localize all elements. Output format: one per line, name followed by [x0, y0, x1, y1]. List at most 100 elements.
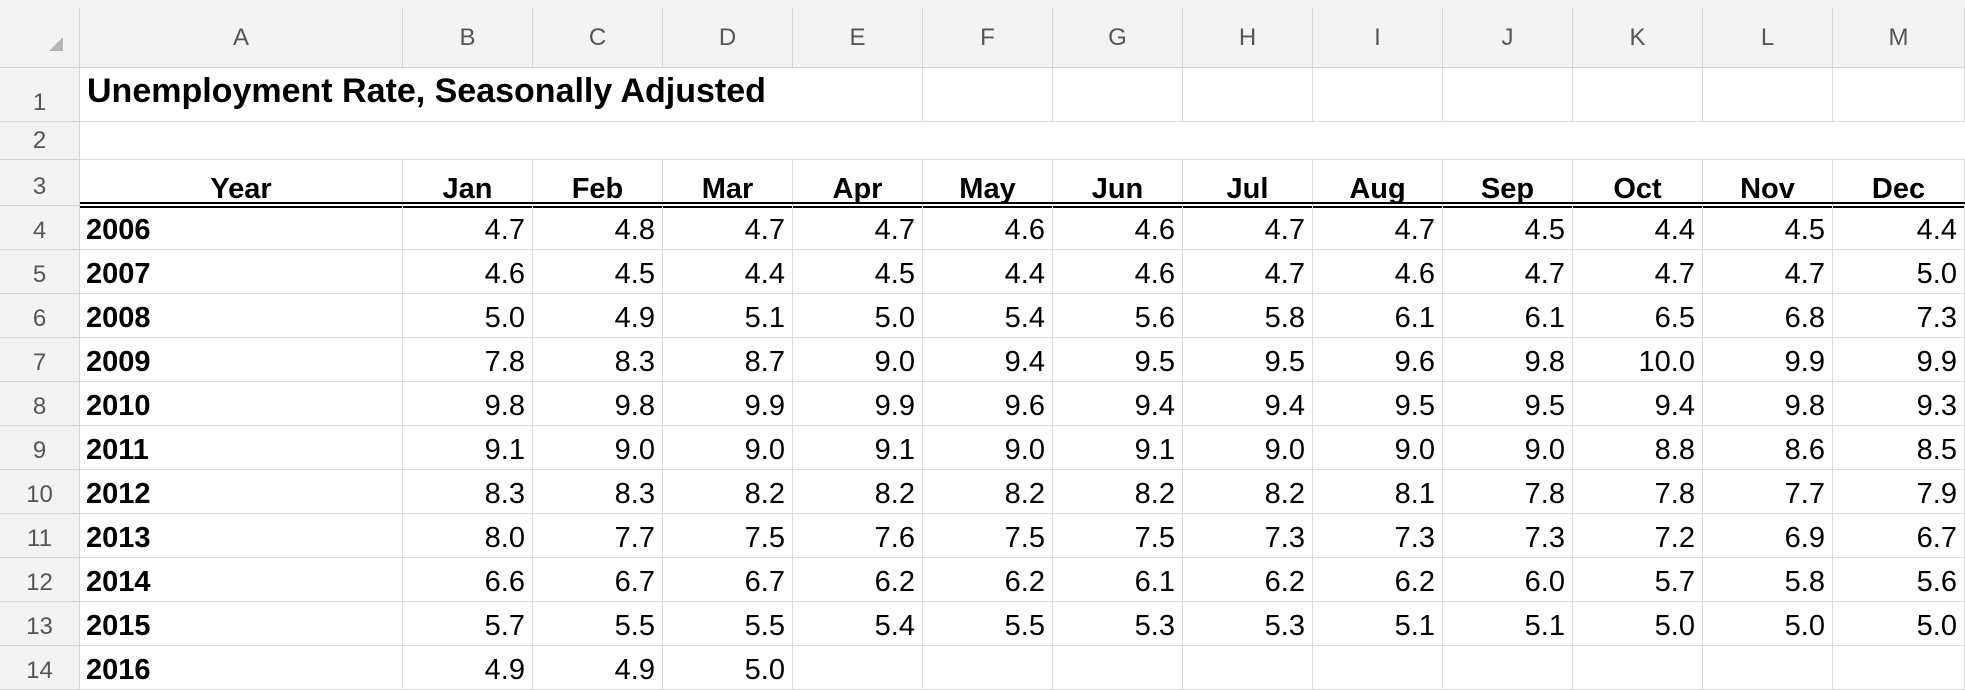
value-cell[interactable]: 8.2 — [663, 470, 793, 514]
value-cell[interactable]: 6.7 — [533, 558, 663, 602]
value-cell[interactable]: 8.3 — [533, 470, 663, 514]
value-cell[interactable] — [1053, 646, 1183, 690]
row-header-13[interactable]: 13 — [0, 602, 80, 646]
column-header-h[interactable]: H — [1183, 8, 1313, 68]
value-cell[interactable]: 6.0 — [1443, 558, 1573, 602]
value-cell[interactable]: 8.8 — [1573, 426, 1703, 470]
value-cell[interactable]: 5.1 — [1443, 602, 1573, 646]
value-cell[interactable]: 5.1 — [663, 294, 793, 338]
value-cell[interactable]: 5.1 — [1313, 602, 1443, 646]
value-cell[interactable]: 4.7 — [1443, 250, 1573, 294]
value-cell[interactable]: 5.6 — [1053, 294, 1183, 338]
row-header-10[interactable]: 10 — [0, 470, 80, 514]
value-cell[interactable]: 6.1 — [1443, 294, 1573, 338]
value-cell[interactable]: 5.3 — [1183, 602, 1313, 646]
year-cell[interactable]: 2013 — [80, 514, 403, 558]
value-cell[interactable]: 7.6 — [793, 514, 923, 558]
value-cell[interactable]: 4.7 — [1703, 250, 1833, 294]
value-cell[interactable]: 9.1 — [793, 426, 923, 470]
value-cell[interactable]: 4.6 — [1313, 250, 1443, 294]
column-header-c[interactable]: C — [533, 8, 663, 68]
header-month-aug[interactable]: Aug — [1313, 160, 1443, 206]
value-cell[interactable]: 9.9 — [663, 382, 793, 426]
value-cell[interactable]: 9.0 — [1443, 426, 1573, 470]
cell[interactable] — [793, 122, 923, 160]
value-cell[interactable]: 8.2 — [1183, 470, 1313, 514]
value-cell[interactable]: 5.0 — [663, 646, 793, 690]
header-month-apr[interactable]: Apr — [793, 160, 923, 206]
value-cell[interactable]: 8.7 — [663, 338, 793, 382]
value-cell[interactable]: 4.7 — [1183, 206, 1313, 250]
value-cell[interactable]: 7.3 — [1833, 294, 1965, 338]
value-cell[interactable]: 4.7 — [1573, 250, 1703, 294]
value-cell[interactable]: 5.5 — [663, 602, 793, 646]
value-cell[interactable]: 9.8 — [1443, 338, 1573, 382]
value-cell[interactable]: 4.4 — [1833, 206, 1965, 250]
value-cell[interactable]: 4.9 — [533, 294, 663, 338]
value-cell[interactable]: 4.5 — [533, 250, 663, 294]
value-cell[interactable]: 7.3 — [1443, 514, 1573, 558]
cell[interactable] — [1833, 122, 1965, 160]
header-year[interactable]: Year — [80, 160, 403, 206]
value-cell[interactable]: 6.7 — [1833, 514, 1965, 558]
value-cell[interactable]: 4.7 — [663, 206, 793, 250]
value-cell[interactable]: 6.9 — [1703, 514, 1833, 558]
header-month-mar[interactable]: Mar — [663, 160, 793, 206]
value-cell[interactable]: 4.5 — [1443, 206, 1573, 250]
cell[interactable] — [80, 68, 403, 122]
value-cell[interactable]: 7.8 — [1443, 470, 1573, 514]
column-header-l[interactable]: L — [1703, 8, 1833, 68]
value-cell[interactable] — [1183, 646, 1313, 690]
value-cell[interactable]: 5.4 — [793, 602, 923, 646]
value-cell[interactable]: 5.0 — [1833, 602, 1965, 646]
value-cell[interactable]: 4.7 — [793, 206, 923, 250]
value-cell[interactable] — [1443, 646, 1573, 690]
value-cell[interactable]: 7.7 — [1703, 470, 1833, 514]
value-cell[interactable]: 8.0 — [403, 514, 533, 558]
value-cell[interactable]: 7.9 — [1833, 470, 1965, 514]
header-month-feb[interactable]: Feb — [533, 160, 663, 206]
year-cell[interactable]: 2011 — [80, 426, 403, 470]
value-cell[interactable]: 7.5 — [923, 514, 1053, 558]
cell[interactable] — [1703, 68, 1833, 122]
row-header-6[interactable]: 6 — [0, 294, 80, 338]
header-month-jul[interactable]: Jul — [1183, 160, 1313, 206]
value-cell[interactable]: 6.1 — [1313, 294, 1443, 338]
value-cell[interactable]: 6.5 — [1573, 294, 1703, 338]
value-cell[interactable]: 4.5 — [1703, 206, 1833, 250]
value-cell[interactable]: 10.0 — [1573, 338, 1703, 382]
column-header-b[interactable]: B — [403, 8, 533, 68]
value-cell[interactable]: 4.9 — [403, 646, 533, 690]
year-cell[interactable]: 2007 — [80, 250, 403, 294]
cell[interactable] — [663, 68, 793, 122]
value-cell[interactable]: 7.5 — [1053, 514, 1183, 558]
cell[interactable] — [1053, 68, 1183, 122]
value-cell[interactable]: 5.6 — [1833, 558, 1965, 602]
header-month-may[interactable]: May — [923, 160, 1053, 206]
value-cell[interactable]: 9.5 — [1053, 338, 1183, 382]
header-month-nov[interactable]: Nov — [1703, 160, 1833, 206]
value-cell[interactable]: 4.4 — [663, 250, 793, 294]
value-cell[interactable]: 6.6 — [403, 558, 533, 602]
cell[interactable] — [403, 68, 533, 122]
value-cell[interactable]: 5.7 — [1573, 558, 1703, 602]
header-month-jan[interactable]: Jan — [403, 160, 533, 206]
column-header-g[interactable]: G — [1053, 8, 1183, 68]
value-cell[interactable]: 9.8 — [1703, 382, 1833, 426]
value-cell[interactable]: 9.8 — [533, 382, 663, 426]
value-cell[interactable]: 5.7 — [403, 602, 533, 646]
value-cell[interactable]: 7.3 — [1183, 514, 1313, 558]
cell[interactable] — [1833, 68, 1965, 122]
value-cell[interactable] — [1573, 646, 1703, 690]
value-cell[interactable]: 9.4 — [923, 338, 1053, 382]
value-cell[interactable]: 6.2 — [923, 558, 1053, 602]
year-cell[interactable]: 2015 — [80, 602, 403, 646]
value-cell[interactable]: 4.4 — [1573, 206, 1703, 250]
value-cell[interactable] — [1703, 646, 1833, 690]
row-header-12[interactable]: 12 — [0, 558, 80, 602]
cell[interactable] — [663, 122, 793, 160]
value-cell[interactable] — [793, 646, 923, 690]
value-cell[interactable]: 9.9 — [1703, 338, 1833, 382]
select-all-corner[interactable] — [0, 8, 80, 68]
row-header-2[interactable]: 2 — [0, 122, 80, 160]
